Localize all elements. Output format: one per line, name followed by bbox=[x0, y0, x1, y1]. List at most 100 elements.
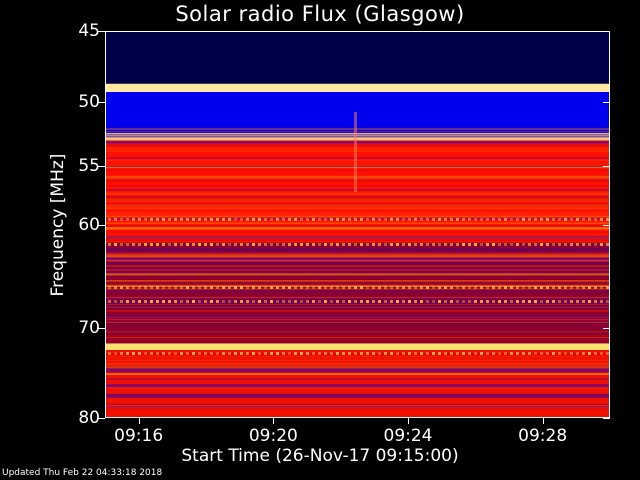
interference-dot bbox=[114, 300, 117, 303]
interference-dot bbox=[354, 300, 357, 303]
interference-dot bbox=[510, 286, 513, 289]
interference-dot bbox=[348, 243, 351, 246]
interference-dot bbox=[168, 286, 171, 289]
interference-dot bbox=[552, 243, 555, 246]
interference-dot bbox=[156, 300, 159, 303]
interference-dot bbox=[360, 300, 363, 303]
interference-dot bbox=[354, 218, 357, 221]
interference-dot bbox=[180, 243, 183, 246]
interference-dot bbox=[390, 352, 393, 355]
interference-dot bbox=[510, 300, 513, 303]
interference-dot bbox=[342, 352, 345, 355]
interference-dot bbox=[312, 218, 315, 221]
interference-dot bbox=[564, 352, 567, 355]
chart-title: Solar radio Flux (Glasgow) bbox=[175, 2, 465, 26]
y-tick-mark bbox=[97, 31, 105, 32]
interference-dot bbox=[552, 352, 555, 355]
interference-dot bbox=[222, 286, 225, 289]
spectrum-stripe bbox=[106, 255, 609, 258]
interference-dot bbox=[252, 243, 255, 246]
spectrum-stripe bbox=[106, 147, 609, 149]
interference-dot bbox=[336, 352, 339, 355]
interference-dot bbox=[318, 243, 321, 246]
interference-dot bbox=[270, 300, 273, 303]
interference-dot bbox=[540, 352, 543, 355]
y-tick-label: 45 bbox=[78, 21, 100, 41]
spectrum-band bbox=[106, 83, 609, 93]
spectrum-stripe bbox=[106, 316, 609, 318]
interference-dot bbox=[414, 218, 417, 221]
spectrum-stripe bbox=[106, 297, 609, 300]
interference-dot bbox=[426, 300, 429, 303]
interference-dot bbox=[576, 218, 579, 221]
interference-dot bbox=[516, 243, 519, 246]
interference-dot bbox=[372, 243, 375, 246]
interference-dot bbox=[144, 300, 147, 303]
interference-dot bbox=[582, 352, 585, 355]
interference-dot bbox=[126, 243, 129, 246]
interference-dot bbox=[282, 300, 285, 303]
spectrum-stripe bbox=[106, 178, 609, 180]
interference-dot bbox=[564, 300, 567, 303]
interference-dot bbox=[534, 300, 537, 303]
spectrum-stripe bbox=[106, 162, 609, 164]
interference-dot bbox=[402, 300, 405, 303]
spectrum-stripe bbox=[106, 203, 609, 205]
spectrum-stripe bbox=[106, 384, 609, 386]
spectrum-stripe bbox=[106, 287, 609, 289]
interference-dot bbox=[246, 286, 249, 289]
interference-dot bbox=[600, 286, 603, 289]
interference-dot bbox=[126, 218, 129, 221]
spectrum-stripe bbox=[106, 310, 609, 312]
interference-dot bbox=[426, 286, 429, 289]
spectrum-stripe bbox=[106, 176, 609, 179]
interference-dot bbox=[462, 300, 465, 303]
interference-dot bbox=[150, 352, 153, 355]
interference-dot bbox=[378, 286, 381, 289]
spectrum-stripe bbox=[106, 128, 609, 131]
y-tick-label: 60 bbox=[78, 214, 100, 235]
interference-dot bbox=[372, 352, 375, 355]
interference-dot bbox=[600, 352, 603, 355]
spectrum-stripe bbox=[106, 163, 609, 166]
interference-dot bbox=[186, 243, 189, 246]
interference-dot bbox=[330, 352, 333, 355]
interference-dot bbox=[426, 352, 429, 355]
spectrum-stripe bbox=[106, 369, 609, 372]
spectrum-band bbox=[106, 140, 609, 243]
interference-dot bbox=[300, 300, 303, 303]
interference-dot bbox=[462, 286, 465, 289]
interference-dot bbox=[522, 352, 525, 355]
interference-dot bbox=[354, 286, 357, 289]
interference-dot bbox=[114, 352, 117, 355]
interference-dot bbox=[606, 243, 609, 246]
interference-dot bbox=[252, 352, 255, 355]
interference-dot bbox=[528, 352, 531, 355]
interference-dot bbox=[216, 286, 219, 289]
interference-dot bbox=[204, 243, 207, 246]
spectrum-stripe bbox=[106, 189, 609, 191]
interference-dot bbox=[492, 352, 495, 355]
interference-dot bbox=[402, 218, 405, 221]
spectrum-stripe bbox=[106, 259, 609, 262]
spectrum-stripe bbox=[106, 130, 609, 132]
interference-dot bbox=[174, 243, 177, 246]
interference-dot bbox=[390, 243, 393, 246]
interference-dot bbox=[222, 300, 225, 303]
interference-dot bbox=[324, 218, 327, 221]
spectrogram-heatmap bbox=[106, 32, 609, 417]
interference-dot bbox=[492, 286, 495, 289]
spectrum-stripe bbox=[106, 353, 609, 356]
interference-dot bbox=[396, 286, 399, 289]
spectrum-stripe bbox=[106, 165, 609, 168]
interference-dot bbox=[576, 300, 579, 303]
interference-dot bbox=[570, 218, 573, 221]
interference-dot bbox=[378, 352, 381, 355]
interference-dot bbox=[606, 352, 609, 355]
interference-dot bbox=[474, 352, 477, 355]
interference-dot bbox=[330, 286, 333, 289]
interference-dot bbox=[234, 286, 237, 289]
spectrum-stripe bbox=[106, 149, 609, 152]
interference-dot bbox=[222, 243, 225, 246]
interference-dot bbox=[480, 286, 483, 289]
